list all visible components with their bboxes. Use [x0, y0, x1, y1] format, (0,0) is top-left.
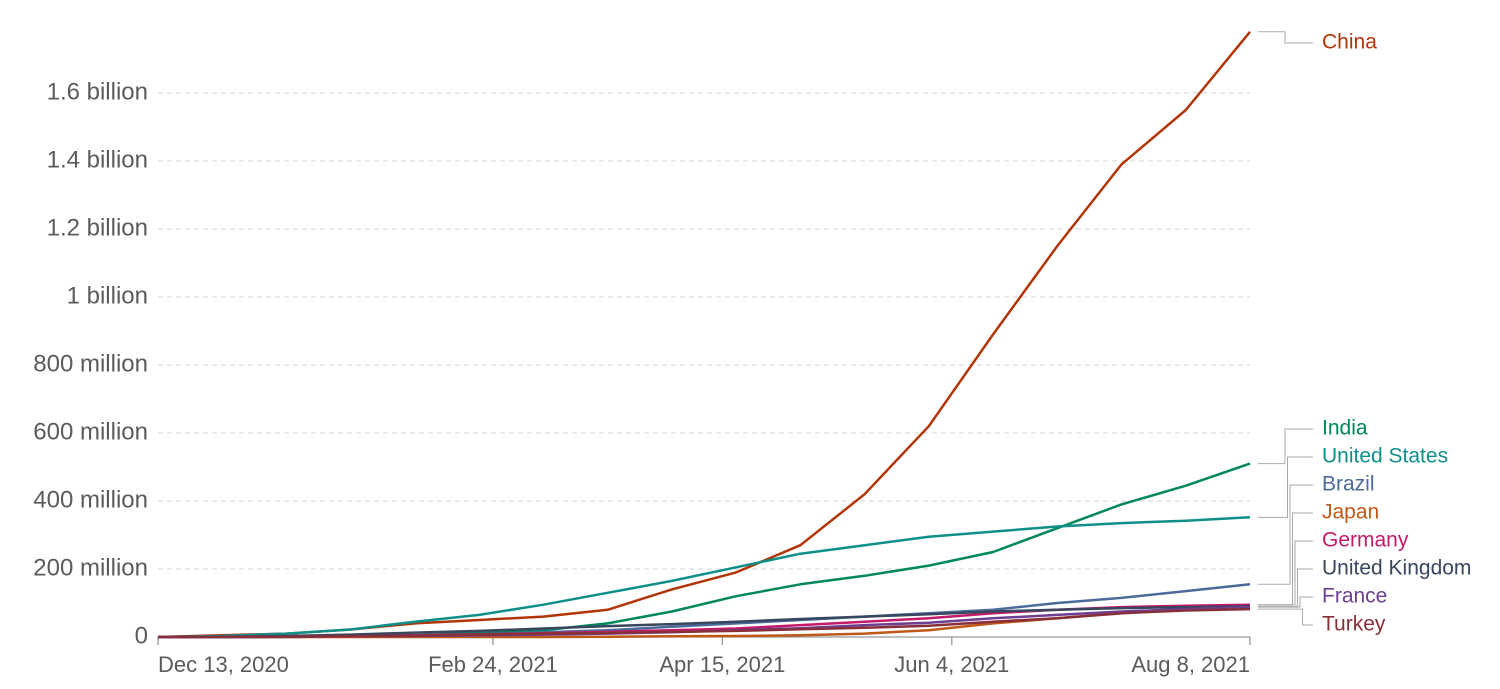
series-line	[157, 516, 1251, 639]
y-tick-label: 600 million	[33, 418, 148, 445]
legend-label: France	[1322, 585, 1387, 608]
label-leader	[1258, 512, 1313, 606]
y-tick-label: 400 million	[33, 486, 148, 513]
y-tick-label: 1.4 billion	[47, 146, 148, 173]
label-leader	[1258, 568, 1313, 607]
x-tick-label: Jun 4, 2021	[894, 652, 1009, 677]
x-tick-label: Aug 8, 2021	[1131, 652, 1250, 677]
legend-label: China	[1322, 31, 1377, 54]
series-line	[157, 605, 1251, 639]
legend-label: United States	[1322, 445, 1448, 468]
y-tick-label: 1.2 billion	[47, 214, 148, 241]
series-line	[158, 607, 1251, 639]
legend-label: Japan	[1322, 501, 1379, 524]
label-leader	[1258, 608, 1313, 626]
legend-label: India	[1322, 417, 1368, 440]
legend-label: Brazil	[1322, 473, 1375, 496]
series-line	[158, 462, 1251, 639]
label-leader	[1258, 596, 1313, 608]
x-tick-label: Apr 15, 2021	[659, 652, 785, 677]
label-leader	[1258, 428, 1313, 465]
label-leader	[1258, 456, 1313, 518]
y-tick-label: 0	[135, 622, 148, 649]
legend-label: United Kingdom	[1322, 557, 1471, 580]
label-leader	[1258, 31, 1313, 44]
y-tick-label: 1.6 billion	[47, 78, 148, 105]
x-tick-label: Feb 24, 2021	[428, 652, 558, 677]
y-tick-label: 1 billion	[67, 282, 148, 309]
label-leader	[1258, 540, 1313, 606]
legend-label: Germany	[1322, 529, 1409, 552]
series-line	[157, 31, 1251, 639]
y-tick-label: 200 million	[33, 554, 148, 581]
y-tick-label: 800 million	[33, 350, 148, 377]
label-leader	[1258, 484, 1313, 585]
x-tick-label: Dec 13, 2020	[158, 652, 289, 677]
legend-label: Turkey	[1322, 613, 1386, 636]
